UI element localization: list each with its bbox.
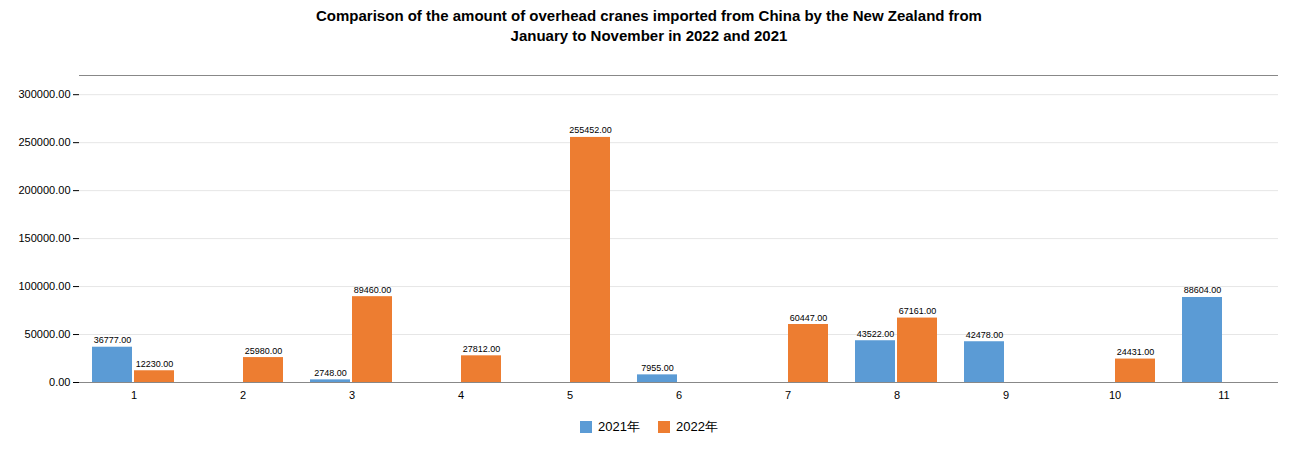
svg-text:2748.00: 2748.00 [314,367,347,377]
svg-text:36777.00: 36777.00 [94,335,132,345]
svg-text:255452.00: 255452.00 [569,125,612,135]
svg-text:7955.00: 7955.00 [641,362,674,372]
svg-text:250000.00: 250000.00 [19,136,71,148]
svg-text:25980.00: 25980.00 [245,345,283,355]
svg-text:1: 1 [131,389,137,401]
svg-text:88604.00: 88604.00 [1184,285,1222,295]
svg-text:89460.00: 89460.00 [354,284,392,294]
html-text:2021年: 2021年 [598,418,640,434]
svg-text:200000.00: 200000.00 [19,184,71,196]
svg-text:10: 10 [1109,389,1121,401]
svg-text:7: 7 [785,389,791,401]
svg-text:8: 8 [894,389,900,401]
svg-text:43522.00: 43522.00 [857,328,895,338]
svg-text:67161.00: 67161.00 [899,306,937,316]
svg-text:42478.00: 42478.00 [966,329,1004,339]
svg-text:0.00: 0.00 [49,376,70,388]
html-text:Comparison of the amount of ov: Comparison of the amount of overhead cra… [316,7,982,45]
svg-text:150000.00: 150000.00 [19,232,71,244]
svg-text:60447.00: 60447.00 [790,312,828,322]
svg-text:300000.00: 300000.00 [19,88,71,100]
html-text:2022年: 2022年 [676,418,718,434]
svg-text:24431.00: 24431.00 [1117,347,1155,357]
svg-text:11: 11 [1218,389,1229,401]
svg-text:6: 6 [676,389,682,401]
svg-text:2: 2 [240,389,246,401]
svg-text:27812.00: 27812.00 [463,343,501,353]
svg-text:5: 5 [567,389,573,401]
svg-text:50000.00: 50000.00 [25,328,71,340]
svg-text:12230.00: 12230.00 [136,358,174,368]
svg-text:3: 3 [349,389,355,401]
svg-text:4: 4 [458,389,464,401]
svg-text:100000.00: 100000.00 [19,280,71,292]
svg-text:9: 9 [1003,389,1009,401]
